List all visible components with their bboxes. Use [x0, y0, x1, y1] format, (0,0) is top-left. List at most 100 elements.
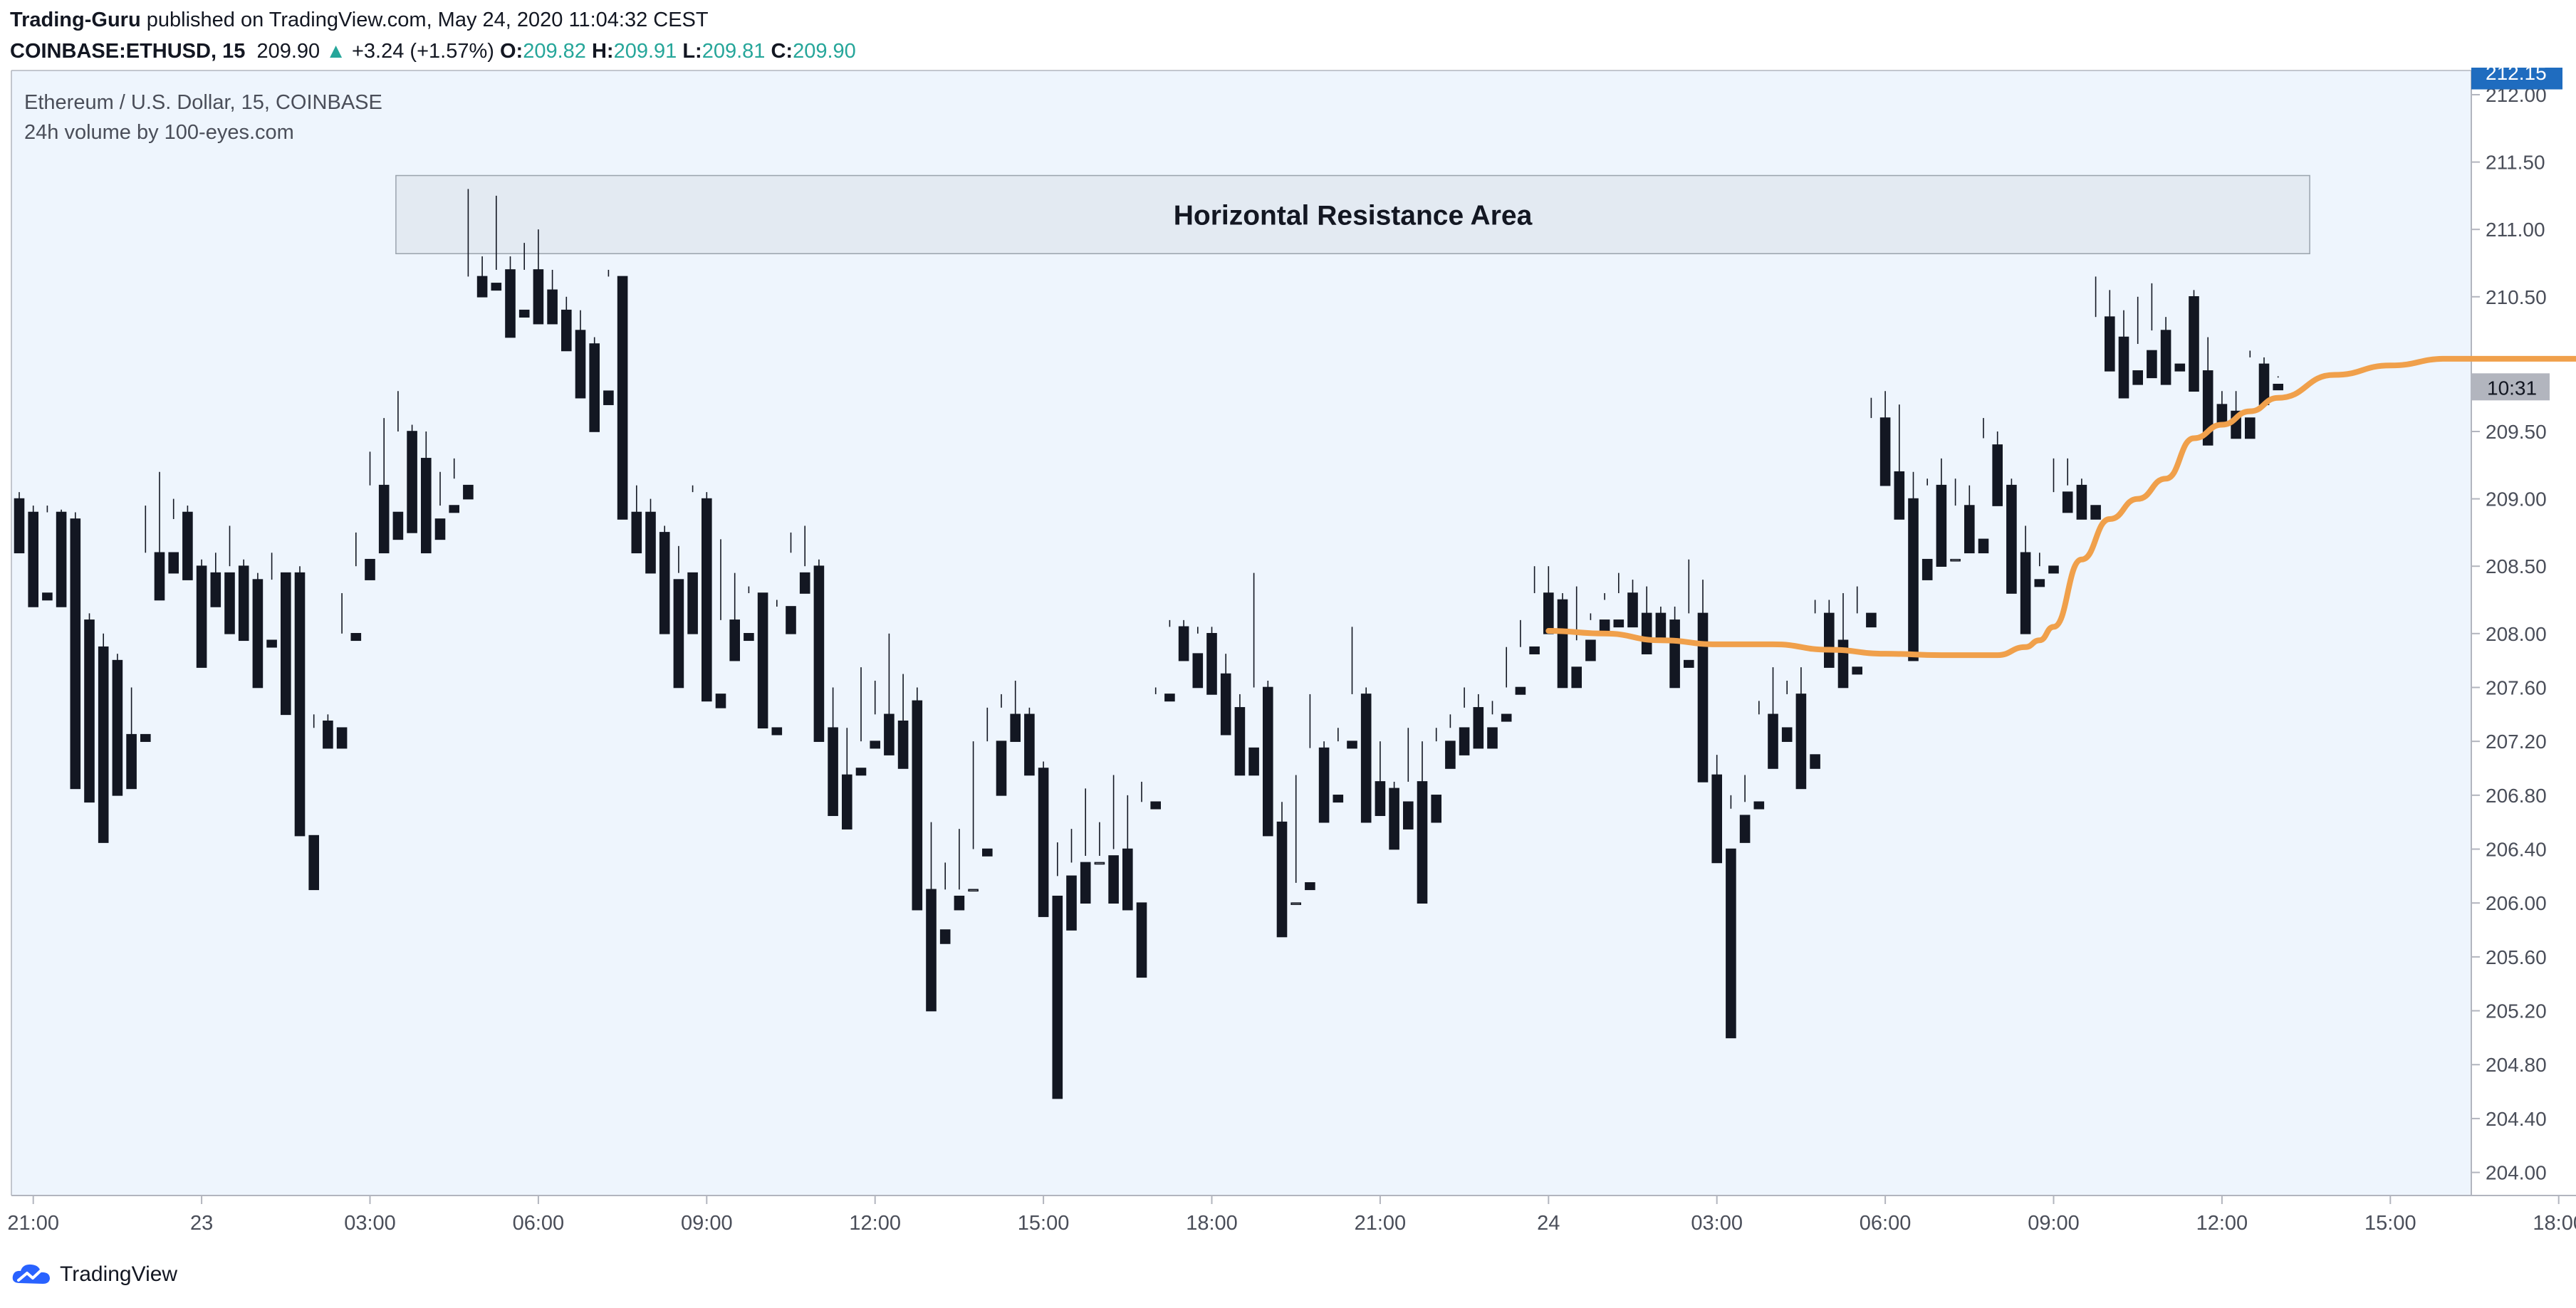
candle — [1080, 788, 1091, 904]
candle-body — [939, 929, 951, 944]
price-axis-label: 208.00 — [2486, 623, 2547, 645]
candle — [1136, 781, 1147, 978]
candle — [1697, 580, 1709, 783]
candle-body — [1613, 619, 1625, 628]
candle — [1824, 600, 1835, 668]
candle — [729, 572, 740, 661]
candle-body — [308, 834, 320, 891]
price-axis-label: 204.80 — [2486, 1054, 2547, 1076]
candle — [420, 431, 432, 554]
price-axis-label: 210.50 — [2486, 286, 2547, 308]
candle-body — [744, 632, 754, 642]
candle — [533, 229, 544, 325]
tradingview-brand[interactable]: TradingView — [60, 1262, 178, 1286]
candle — [1276, 802, 1288, 938]
candle — [1220, 654, 1231, 736]
time-axis-label: 15:00 — [2364, 1212, 2416, 1235]
chart-header: Trading-Guru published on TradingView.co… — [10, 4, 856, 67]
candle-body — [912, 700, 923, 911]
candle — [1501, 647, 1512, 722]
candle-body — [1571, 666, 1582, 689]
candle — [1431, 728, 1441, 823]
candle-body — [1290, 902, 1301, 905]
time-axis-label: 03:00 — [1691, 1212, 1743, 1235]
tradingview-cloud-icon[interactable] — [10, 1260, 53, 1289]
candle — [1318, 741, 1330, 823]
time-axis-label: 09:00 — [681, 1212, 733, 1235]
candle-body — [1669, 619, 1680, 689]
candle — [1164, 619, 1175, 702]
up-triangle-icon: ▲ — [325, 40, 346, 63]
candle — [1234, 694, 1246, 776]
candle — [1066, 829, 1077, 931]
candle — [323, 714, 333, 749]
candle-body — [1753, 801, 1765, 810]
candle — [2090, 276, 2101, 520]
candle-body — [1487, 727, 1498, 749]
candle — [126, 687, 137, 790]
candle — [2034, 553, 2045, 587]
candle-body — [1726, 848, 1736, 1039]
candle-body — [392, 511, 404, 540]
candle-body — [266, 639, 277, 648]
candle-body — [1543, 592, 1554, 634]
candle-body — [434, 518, 446, 540]
symbol-line: COINBASE:ETHUSD, 15 209.90 ▲ +3.24 (+1.5… — [10, 36, 856, 67]
candle — [1347, 627, 1357, 749]
candle — [1206, 627, 1217, 695]
candle — [828, 687, 838, 817]
candle-body — [786, 606, 796, 634]
candle — [1333, 728, 1344, 803]
candle-body — [1445, 741, 1456, 769]
candle-body — [715, 694, 726, 708]
candle-body — [757, 592, 768, 729]
candle — [1360, 687, 1372, 823]
candle-body — [1080, 862, 1091, 904]
candle-body — [294, 572, 306, 837]
price-axis-label: 206.80 — [2486, 785, 2547, 807]
time-axis-label: 09:00 — [2028, 1212, 2080, 1235]
candle-body — [1459, 727, 1470, 755]
candle — [701, 492, 712, 702]
time-axis-label: 06:00 — [1860, 1212, 1912, 1235]
price-chart[interactable]: Ethereum / U.S. Dollar, 15, COINBASE 24h… — [0, 0, 2576, 1253]
candle — [1263, 681, 1273, 837]
candle-body — [1263, 686, 1273, 837]
candle — [1684, 559, 1694, 668]
price-axis-label: 209.50 — [2486, 421, 2547, 443]
candle-body — [1305, 882, 1315, 891]
candle — [1655, 606, 1667, 642]
candle — [1978, 418, 1989, 554]
candle-body — [1192, 653, 1204, 689]
candle — [2062, 458, 2073, 513]
candle-body — [56, 511, 67, 607]
candle-body — [1150, 801, 1161, 810]
candle-body — [449, 505, 460, 513]
candle — [1445, 714, 1456, 769]
candle — [336, 593, 348, 749]
candle-body — [547, 289, 558, 325]
footer: TradingView — [10, 1255, 177, 1294]
high-label: H: — [591, 40, 614, 63]
candle-body — [2105, 316, 2115, 372]
candle — [449, 458, 460, 513]
candle — [715, 539, 726, 708]
candle — [434, 471, 446, 540]
candle-body — [2273, 383, 2283, 391]
candle — [870, 681, 880, 749]
candle — [2258, 357, 2270, 405]
resistance-zone[interactable] — [395, 174, 2310, 255]
candle — [617, 276, 628, 520]
candle-body — [2118, 336, 2129, 399]
candle-body — [168, 552, 179, 574]
candle-body — [1992, 444, 2003, 506]
candle — [1810, 600, 1820, 769]
candle — [168, 498, 179, 574]
candle-body — [1178, 626, 1189, 661]
publisher-name[interactable]: Trading-Guru — [10, 9, 141, 31]
candle-body — [645, 511, 656, 574]
candle-body — [926, 889, 937, 1012]
price-change: +3.24 (+1.57%) — [351, 40, 494, 63]
candle — [1964, 485, 1975, 554]
candle — [560, 296, 572, 352]
